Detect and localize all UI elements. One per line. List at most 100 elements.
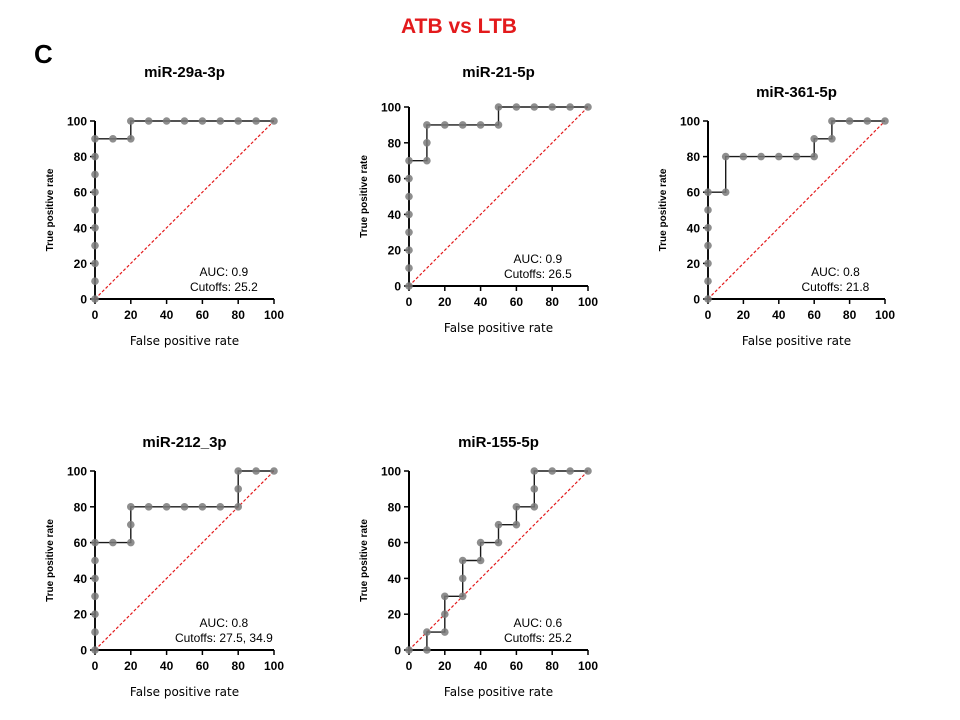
roc-point (441, 592, 449, 601)
roc-point (458, 574, 467, 583)
roc-point (91, 538, 99, 547)
x-tick-label: 20 (124, 659, 138, 673)
roc-point (704, 188, 712, 196)
y-axis-label: True positive rate (359, 155, 370, 238)
y-tick-label: 100 (381, 465, 401, 479)
y-tick-label: 20 (388, 244, 402, 258)
reference-diagonal-line (707, 120, 886, 300)
x-tick-label: 60 (510, 295, 524, 309)
x-axis-label: False positive rate (130, 685, 239, 699)
roc-point (476, 556, 485, 565)
roc-point (458, 592, 467, 601)
roc-point (162, 117, 171, 125)
roc-point (91, 241, 99, 250)
roc-point (198, 503, 207, 511)
roc-point (91, 188, 99, 196)
roc-point (863, 117, 872, 125)
x-tick-label: 40 (474, 295, 488, 309)
roc-point (127, 538, 135, 547)
roc-chart-4: miR-212_3p 0 20 40 60 80 100 0 20 40 60 80 100 True p… (45, 434, 284, 699)
x-axis-label: False positive rate (444, 685, 553, 699)
roc-point (530, 103, 539, 111)
roc-point (441, 610, 449, 618)
roc-point (180, 503, 189, 511)
roc-point (144, 117, 153, 125)
reference-diagonal-line (408, 470, 589, 651)
y-tick-label: 40 (74, 221, 88, 235)
roc-point (494, 103, 503, 111)
auc-label: AUC: 0.9 (514, 252, 563, 266)
roc-point (91, 556, 99, 565)
y-axis-label: True positive rate (359, 519, 370, 602)
roc-point (234, 467, 242, 475)
roc-point (881, 117, 889, 125)
roc-point (91, 152, 99, 161)
chart-title: miR-21-5p (462, 64, 535, 81)
roc-point (162, 503, 171, 511)
y-tick-label: 0 (693, 293, 700, 307)
roc-point (441, 121, 449, 129)
auc-label: AUC: 0.6 (514, 616, 563, 630)
roc-point (109, 135, 117, 143)
roc-chart-2: miR-21-5p 0 20 40 60 80 100 0 20 40 60 80 100 True po… (359, 64, 598, 335)
x-tick-label: 60 (196, 308, 210, 322)
x-tick-label: 100 (578, 295, 598, 309)
x-tick-label: 0 (92, 308, 99, 322)
roc-point (252, 117, 260, 125)
cutoff-label: Cutoffs: 27.5, 34.9 (175, 631, 273, 645)
roc-point (252, 467, 260, 475)
roc-point (566, 103, 574, 111)
x-tick-label: 20 (438, 295, 452, 309)
y-axis-label: True positive rate (45, 168, 56, 251)
x-tick-label: 60 (808, 308, 822, 322)
roc-point (91, 592, 99, 601)
y-tick-label: 40 (388, 572, 402, 586)
roc-point (216, 503, 225, 511)
roc-point (441, 628, 449, 636)
chart-title: miR-29a-3p (144, 64, 225, 81)
x-tick-label: 0 (406, 295, 413, 309)
roc-point (757, 152, 765, 161)
x-tick-label: 60 (510, 659, 524, 673)
roc-point (144, 503, 153, 511)
roc-point (423, 646, 431, 654)
y-tick-label: 80 (388, 500, 402, 514)
x-tick-label: 20 (438, 659, 452, 673)
y-tick-label: 100 (381, 101, 401, 115)
roc-point (423, 139, 431, 147)
y-axis-label: True positive rate (45, 519, 56, 602)
roc-point (91, 259, 99, 268)
roc-point (458, 556, 467, 565)
roc-point (548, 103, 556, 111)
roc-point (91, 610, 99, 618)
roc-point (494, 121, 503, 129)
cutoff-label: Cutoffs: 21.8 (802, 280, 870, 294)
x-axis-label: False positive rate (742, 334, 851, 348)
y-tick-label: 60 (74, 186, 88, 200)
auc-label: AUC: 0.8 (200, 616, 249, 630)
chart-title: miR-155-5p (458, 434, 539, 451)
roc-point (234, 117, 242, 125)
roc-point (405, 228, 413, 237)
y-tick-label: 20 (74, 257, 88, 271)
roc-point (721, 152, 730, 161)
y-tick-label: 60 (388, 172, 402, 186)
roc-chart-5: miR-155-5p 0 20 40 60 80 100 0 20 40 60 80 100 True p… (359, 434, 598, 699)
roc-point (91, 224, 99, 232)
roc-point (405, 156, 413, 165)
x-tick-label: 0 (92, 659, 99, 673)
roc-point (234, 503, 242, 511)
x-axis-label: False positive rate (130, 334, 239, 348)
roc-point (512, 503, 521, 511)
cutoff-label: Cutoffs: 26.5 (504, 267, 572, 281)
x-tick-label: 100 (578, 659, 598, 673)
roc-point (458, 121, 467, 129)
roc-point (91, 170, 99, 179)
roc-point (548, 467, 556, 475)
roc-point (91, 295, 99, 303)
roc-point (704, 259, 712, 268)
y-tick-label: 20 (687, 257, 701, 271)
roc-point (512, 520, 521, 529)
roc-point (739, 152, 748, 161)
